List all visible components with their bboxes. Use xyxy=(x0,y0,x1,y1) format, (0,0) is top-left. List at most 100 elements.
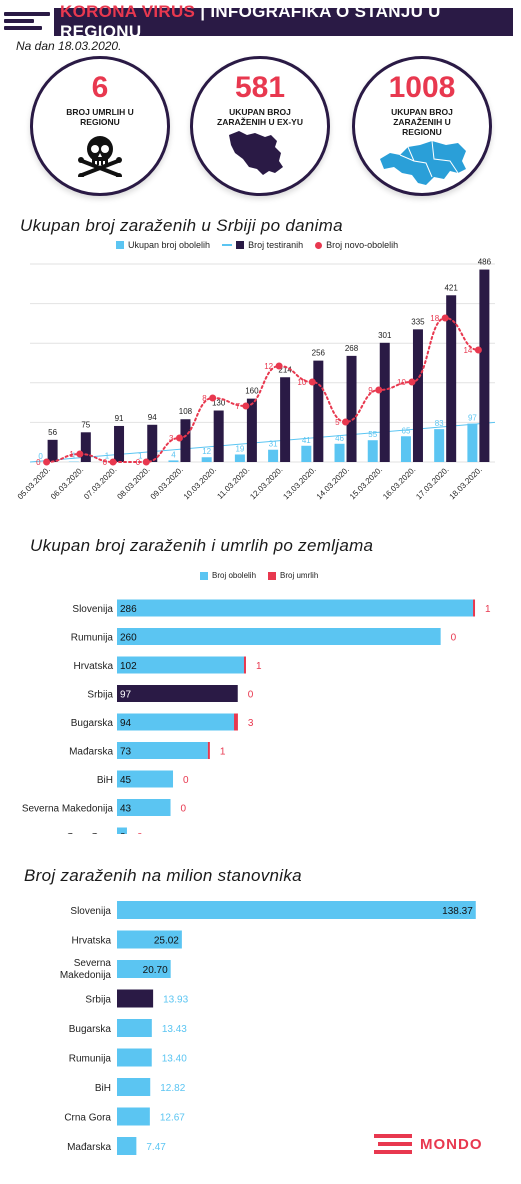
legend-swatch xyxy=(222,244,233,246)
data-label-novo-obolelih: 18 xyxy=(430,314,439,323)
bar-testiranih xyxy=(379,342,390,462)
bar-per-million xyxy=(117,1048,152,1067)
bar-obolelih xyxy=(117,656,244,674)
header: KORONA VIRUS | INFOGRAFIKA O STANJU U RE… xyxy=(0,2,521,41)
data-label-obolelih: 4 xyxy=(171,450,176,459)
bar-obolelih xyxy=(117,599,474,617)
bar-testiranih xyxy=(280,377,291,462)
legend-label: Broj obolelih xyxy=(212,571,257,580)
bar-obolelih xyxy=(117,713,235,731)
point-novo-obolelih xyxy=(43,458,51,466)
country-label: Makedonija xyxy=(60,970,112,981)
country-label: Severna xyxy=(74,958,112,969)
legend-item: Broj novo-obolelih xyxy=(315,240,398,250)
bar-obolelih xyxy=(168,460,179,462)
x-tick-label: 07.03.2020. xyxy=(82,465,118,501)
header-bar: KORONA VIRUS | INFOGRAFIKA O STANJU U RE… xyxy=(54,2,513,41)
data-label-obolelih: 19 xyxy=(235,444,244,453)
region-map-icon xyxy=(380,140,466,185)
point-novo-obolelih xyxy=(209,394,217,402)
data-label-obolelih: 97 xyxy=(120,690,132,701)
legend-label: Broj umrlih xyxy=(280,571,319,580)
data-label-testiranih: 130 xyxy=(212,399,226,408)
bar-obolelih xyxy=(201,457,212,462)
chart1-legend: Ukupan broj obolelih Broj testiranih Bro… xyxy=(116,240,410,250)
bar-testiranih xyxy=(80,432,91,462)
bar-obolelih xyxy=(268,449,279,462)
country-label: Srbija xyxy=(85,995,111,1006)
x-tick-label: 08.03.2020. xyxy=(115,465,151,501)
data-label-umrlih: 0 xyxy=(183,775,189,786)
data-label-per-million: 13.43 xyxy=(162,1024,187,1035)
mondo-logo: MONDO xyxy=(374,1133,504,1155)
data-label-testiranih: 108 xyxy=(179,407,193,416)
legend-swatch xyxy=(116,241,124,249)
data-label-obolelih: 45 xyxy=(120,775,132,786)
data-label-per-million: 20.70 xyxy=(143,965,168,976)
bar-obolelih xyxy=(117,628,441,645)
brand-name: MONDO xyxy=(420,1135,483,1153)
point-novo-obolelih xyxy=(308,378,316,386)
data-label-umrlih: 3 xyxy=(248,718,254,729)
stat-label: BROJ UMRLIH U REGIONU xyxy=(66,107,134,127)
x-tick-label: 10.03.2020. xyxy=(182,465,218,501)
country-label: Slovenija xyxy=(72,604,113,615)
data-label-obolelih: 46 xyxy=(335,434,344,443)
data-label-obolelih: 260 xyxy=(120,633,137,644)
country-label: Slovenija xyxy=(70,906,111,917)
data-label-obolelih: 1 xyxy=(105,452,110,461)
stat-circle-deaths: 6 BROJ UMRLIH U REGIONU xyxy=(30,56,170,196)
data-label-novo-obolelih: 12 xyxy=(264,362,273,371)
legend-swatch xyxy=(268,571,277,580)
bar-per-million xyxy=(117,1078,151,1096)
data-label-per-million: 12.67 xyxy=(160,1113,185,1124)
data-label-umrlih: 1 xyxy=(485,604,491,615)
data-label-umrlih: 0 xyxy=(451,633,457,644)
bar-testiranih xyxy=(114,425,125,462)
x-tick-label: 09.03.2020. xyxy=(149,465,185,501)
data-label-novo-obolelih: 7 xyxy=(235,402,240,411)
country-label: BiH xyxy=(97,775,113,786)
data-label-testiranih: 160 xyxy=(245,387,259,396)
data-label-testiranih: 301 xyxy=(378,331,392,340)
data-label-testiranih: 75 xyxy=(81,420,90,429)
point-novo-obolelih xyxy=(76,450,84,458)
data-label-testiranih: 214 xyxy=(278,365,292,374)
legend-swatch xyxy=(236,241,245,249)
data-label-testiranih: 91 xyxy=(115,414,124,423)
point-novo-obolelih xyxy=(375,386,383,394)
bar-umrlih xyxy=(207,742,210,759)
x-tick-label: 05.03.2020. xyxy=(16,465,52,501)
point-novo-obolelih xyxy=(109,458,117,466)
x-tick-label: 06.03.2020. xyxy=(49,465,85,501)
stat-label: UKUPAN BROJ ZARAŽENIH U EX-YU xyxy=(217,107,303,127)
country-label: Hrvatska xyxy=(74,661,114,672)
country-label: Srbija xyxy=(87,690,113,701)
bar-obolelih xyxy=(117,827,127,834)
legend-item: Broj umrlih xyxy=(268,571,318,580)
stat-label: UKUPAN BROJ ZARAŽENIH U REGIONU xyxy=(391,107,453,137)
data-label-novo-obolelih: 14 xyxy=(463,346,472,355)
chart1-title: Ukupan broj zaraženih u Srbiji po danima xyxy=(20,216,343,235)
data-label-per-million: 7.47 xyxy=(146,1142,166,1153)
data-label-per-million: 138.37 xyxy=(442,906,473,917)
data-label-per-million: 12.82 xyxy=(160,1083,185,1094)
data-label-per-million: 13.40 xyxy=(162,1054,187,1065)
bar-per-million xyxy=(117,989,154,1008)
data-label-obolelih: 31 xyxy=(269,440,278,449)
country-label: Crna Gora xyxy=(64,1113,111,1124)
data-label-umrlih: 0 xyxy=(137,832,143,834)
data-label-novo-obolelih: 5 xyxy=(335,418,340,427)
bar-obolelih xyxy=(301,445,312,462)
data-label-obolelih: 102 xyxy=(120,661,137,672)
bar-obolelih xyxy=(117,685,238,702)
stat-circle-region: 1008 UKUPAN BROJ ZARAŽENIH U REGIONU xyxy=(352,56,492,196)
country-label: Crna Gora xyxy=(66,832,113,834)
country-label: Hrvatska xyxy=(72,936,112,947)
data-label-obolelih: 1 xyxy=(138,452,143,461)
country-label: Rumunija xyxy=(71,633,114,644)
data-label-testiranih: 56 xyxy=(48,428,57,437)
bar-per-million xyxy=(117,1019,152,1037)
stat-value: 581 xyxy=(234,71,286,104)
bar-testiranih xyxy=(147,424,158,462)
